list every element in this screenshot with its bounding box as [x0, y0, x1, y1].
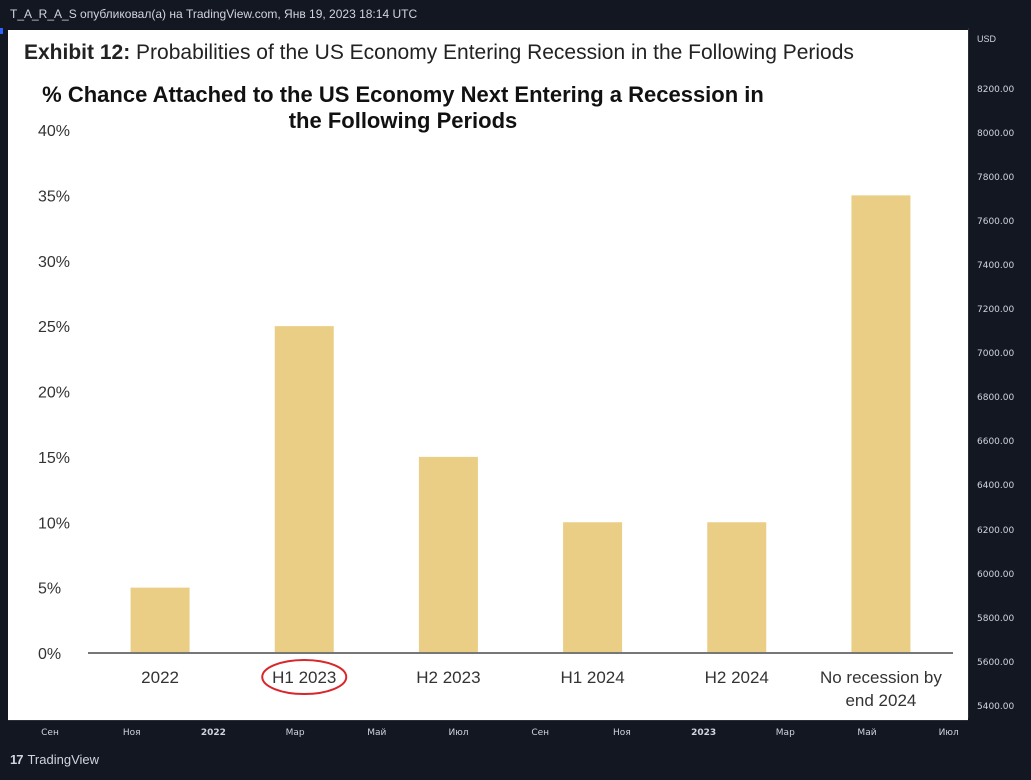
price-axis[interactable]: USD 8200.00 8000.00 7800.00 7600.00 7400.00 7… — [968, 28, 1031, 718]
price-axis-unit: USD — [977, 34, 997, 44]
time-label: Июл — [938, 728, 959, 738]
bar — [274, 326, 334, 653]
bar — [851, 195, 911, 653]
x-tick-label: H2 2023 — [416, 668, 480, 687]
time-label: Мар — [285, 728, 305, 738]
time-axis[interactable]: Сен Ноя 2022 Мар Май Июл Сен Ноя 2023 Мар Май Июл — [8, 720, 968, 745]
time-label: 2022 — [200, 728, 226, 738]
exhibit-title: Probabilities of the US Economy Entering… — [136, 41, 854, 64]
price-label: 5800.00 — [977, 613, 1015, 624]
time-label: Сен — [41, 728, 59, 738]
tradingview-logo-icon: 17 — [10, 752, 24, 767]
y-tick-label: 5% — [38, 581, 61, 598]
time-label: 2023 — [691, 728, 717, 738]
x-tick-label: H2 2024 — [705, 668, 769, 687]
y-tick-label: 25% — [38, 319, 70, 336]
exhibit-heading: Exhibit 12: Probabilities of the US Econ… — [24, 41, 854, 65]
bar — [130, 587, 190, 653]
x-tick-label: H1 2024 — [560, 668, 624, 687]
y-tick-label: 30% — [38, 254, 70, 271]
bar — [563, 522, 623, 653]
y-tick-label: 10% — [38, 515, 70, 532]
y-tick-label: 40% — [38, 123, 70, 140]
price-label: 6000.00 — [977, 569, 1015, 580]
time-label: Мар — [775, 728, 795, 738]
price-label: 5600.00 — [977, 657, 1015, 668]
price-label: 5400.00 — [977, 701, 1015, 712]
time-label: Ноя — [613, 728, 631, 738]
chart-title-line-1: % Chance Attached to the US Economy Next… — [42, 82, 764, 107]
x-tick-label: No recession by end 2024 — [820, 668, 942, 710]
y-tick-label: 20% — [38, 385, 70, 402]
chart-corner-marker — [0, 28, 3, 34]
bar — [418, 456, 478, 653]
price-label: 7400.00 — [977, 261, 1015, 272]
x-tick-label: 2022 — [141, 668, 179, 687]
time-label: Сен — [531, 728, 550, 738]
y-tick-label: 0% — [38, 646, 61, 663]
price-label: 7600.00 — [977, 217, 1015, 228]
tradingview-footer[interactable]: 17 TradingView — [10, 752, 99, 767]
chart-title-line-2: the Following Periods — [288, 108, 518, 133]
tradingview-brand: TradingView — [27, 752, 100, 767]
price-label: 7000.00 — [977, 349, 1015, 360]
time-label: Июл — [448, 728, 469, 738]
exhibit-label: Exhibit 12: — [24, 41, 131, 64]
price-label: 7800.00 — [977, 173, 1015, 184]
time-label: Май — [367, 728, 387, 738]
price-label: 6800.00 — [977, 393, 1015, 404]
price-label: 7200.00 — [977, 305, 1015, 316]
y-tick-label: 35% — [38, 188, 70, 205]
y-tick-label: 15% — [38, 450, 70, 467]
price-label: 8000.00 — [977, 129, 1015, 140]
bar-chart: 0% 5% 10% 15% 20% 25% 30% 35% 40% 2022 H1 2023 H2 2… — [38, 123, 953, 710]
highlight-circle — [261, 659, 348, 695]
publication-caption: T_A_R_A_S опубликовал(а) на TradingView.… — [10, 7, 418, 21]
bar — [707, 522, 767, 653]
time-label: Ноя — [122, 728, 141, 738]
price-label: 6400.00 — [977, 481, 1015, 492]
price-label: 6600.00 — [977, 437, 1015, 448]
price-label: 6200.00 — [977, 525, 1015, 536]
x-tick-label: H1 2023 — [272, 668, 336, 687]
time-label: Май — [857, 728, 877, 738]
chart-title: % Chance Attached to the US Economy Next… — [8, 82, 798, 134]
chart-image-frame: Exhibit 12: Probabilities of the US Econ… — [8, 30, 968, 720]
price-label: 8200.00 — [977, 85, 1015, 95]
